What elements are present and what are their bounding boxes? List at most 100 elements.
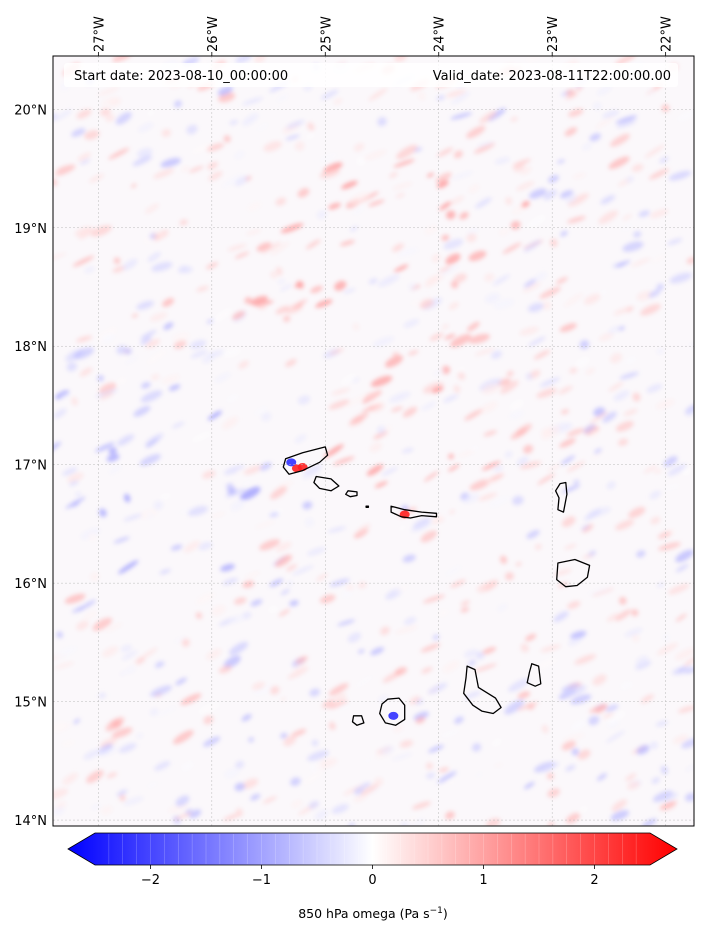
omega-blob: [493, 298, 515, 309]
omega-blob: [190, 339, 207, 349]
omega-blob: [253, 406, 268, 416]
omega-blob: [419, 299, 434, 309]
omega-blob: [333, 98, 343, 105]
omega-blob: [223, 135, 231, 143]
omega-blob: [328, 721, 336, 731]
island-coastline: [379, 697, 406, 726]
omega-blob: [409, 817, 417, 825]
omega-blob: [668, 583, 690, 595]
omega-blob: [413, 711, 429, 721]
omega-blob: [657, 531, 672, 539]
omega-blob: [212, 308, 232, 323]
omega-blob: [553, 568, 572, 576]
omega-blob: [651, 777, 660, 784]
omega-blob: [448, 464, 460, 472]
omega-blob: [269, 512, 279, 518]
omega-blob: [71, 397, 78, 406]
omega-blob: [100, 805, 113, 815]
lat-tick-label: 15°N: [14, 696, 47, 711]
omega-blob: [608, 326, 619, 335]
omega-blob: [187, 506, 208, 516]
omega-blob: [261, 242, 282, 254]
island-coastline: [390, 505, 438, 519]
omega-blob: [410, 300, 421, 306]
omega-blob: [516, 181, 535, 191]
omega-blob: [126, 666, 136, 674]
omega-blob: [256, 242, 272, 252]
omega-blob: [83, 749, 100, 760]
omega-blob: [196, 285, 209, 292]
omega-blob: [683, 656, 694, 667]
omega-blob: [223, 813, 241, 821]
omega-blob: [280, 697, 287, 702]
omega-blob: [409, 696, 421, 705]
omega-blob: [646, 384, 663, 393]
omega-blob: [493, 465, 504, 472]
omega-blob: [234, 175, 249, 186]
omega-blob: [439, 264, 460, 276]
omega-blob: [397, 247, 419, 257]
omega-blob: [515, 562, 522, 566]
lon-tick-label: 25°W: [319, 16, 334, 52]
omega-blob: [653, 469, 662, 474]
omega-blob: [491, 350, 502, 359]
omega-blob: [73, 347, 94, 360]
omega-blob: [525, 56, 548, 63]
omega-blob: [368, 278, 378, 285]
omega-blob: [540, 762, 560, 773]
omega-blob: [374, 777, 384, 786]
omega-blob: [488, 496, 511, 508]
omega-blob: [243, 465, 263, 475]
omega-blob: [242, 113, 259, 126]
omega-blob: [343, 288, 356, 294]
omega-blob: [435, 172, 452, 183]
omega-blob: [468, 333, 490, 344]
omega-blob: [156, 706, 177, 717]
omega-blob: [206, 648, 222, 660]
omega-blob: [105, 622, 123, 633]
omega-blob: [275, 267, 283, 276]
omega-blob: [74, 226, 92, 237]
omega-blob: [453, 385, 461, 394]
omega-blob: [276, 94, 289, 103]
omega-blob: [55, 646, 78, 658]
omega-blob: [145, 203, 160, 214]
omega-blob: [631, 164, 644, 172]
omega-blob: [120, 644, 132, 652]
omega-blob: [112, 56, 132, 62]
omega-blob: [174, 100, 182, 108]
omega-blob: [631, 257, 651, 267]
omega-blob: [410, 522, 431, 532]
omega-blob: [412, 801, 431, 810]
omega-blob: [520, 166, 532, 175]
omega-blob: [446, 210, 456, 220]
omega-blob: [483, 430, 498, 437]
colorbar-label: 850 hPa omega (Pa s−1): [298, 906, 448, 921]
omega-blob: [598, 333, 614, 341]
omega-blob: [393, 264, 409, 273]
omega-blob: [259, 539, 281, 551]
omega-blob: [286, 120, 305, 129]
lat-tick-label: 18°N: [14, 340, 47, 355]
omega-blob: [308, 800, 320, 809]
omega-blob: [437, 771, 457, 784]
omega-blob: [422, 594, 445, 604]
omega-blob: [122, 258, 138, 271]
omega-blob: [377, 117, 387, 127]
omega-blob: [563, 733, 586, 742]
omega-blob: [108, 147, 130, 160]
omega-blob: [57, 722, 73, 733]
omega-blob: [377, 274, 400, 287]
omega-blob: [663, 792, 678, 802]
omega-blob: [494, 157, 510, 165]
omega-blob: [331, 804, 349, 814]
omega-blob: [377, 425, 386, 435]
omega-blob: [302, 298, 315, 307]
start-date-label: Start date: 2023-08-10_00:00:00: [74, 69, 288, 84]
omega-blob: [102, 646, 118, 657]
omega-blob: [491, 738, 502, 747]
omega-blob: [610, 353, 622, 364]
omega-blob: [139, 454, 161, 466]
omega-blob: [206, 143, 225, 152]
gridlines: [53, 56, 694, 826]
